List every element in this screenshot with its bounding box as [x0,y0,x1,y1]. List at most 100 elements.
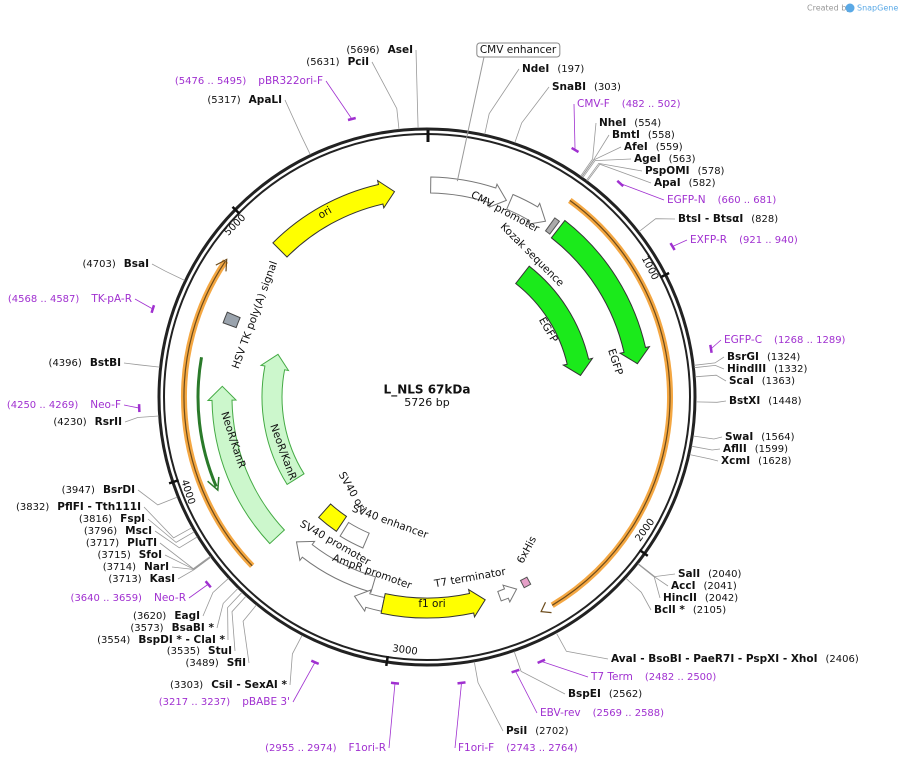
cut-site [123,362,160,368]
cut-site [143,506,193,539]
label-position: (5476 .. 5495) [175,76,247,87]
cut-site [580,122,597,177]
primer [616,179,625,188]
feature [550,219,651,365]
label-position: (2702) [535,726,568,737]
ring-tick [659,271,670,279]
primer-connector [515,670,538,714]
label-name: MscI [125,525,152,537]
label-name: StuI [208,645,232,657]
ring-tick [168,479,179,485]
cut-site [164,554,211,570]
cut-site [625,577,652,611]
feature [430,176,508,208]
label-name: pBABE 3' [242,696,290,708]
feature [272,179,396,258]
label-position: (3573) [130,623,163,634]
label-position: (2955 .. 2974) [265,743,337,754]
label-position: (2562) [609,689,642,700]
feature [514,265,594,377]
feature [317,503,348,532]
label-name: ApaI [654,177,681,189]
label-name: AvaI - BsoBI - PaeR7I - PspXI - XhoI [611,653,818,665]
feature-label: f1 ori [418,598,445,610]
label-name: ApaLI [249,94,282,106]
primer-connector [292,662,316,703]
primer [709,344,713,353]
label-name: F1ori-R [349,742,386,754]
primer [347,116,356,122]
label-name: Neo-R [154,592,186,604]
label-name: PsiI [506,725,527,737]
label-name: AgeI [634,153,661,165]
plasmid-name: L_NLS 67kDa [384,383,471,398]
cut-site [514,86,550,143]
cut-site [124,415,159,423]
cut-site [202,578,229,617]
cut-site [587,163,652,184]
label-position: (3715) [97,550,130,561]
primer [537,658,546,665]
label-name: BstBI [90,357,121,369]
cut-site [371,61,400,130]
label-name: SalI [678,568,700,580]
primer-connector [325,80,353,120]
primer-connector [454,682,462,749]
primer-connector [541,660,589,678]
primer [150,304,156,314]
connector [456,56,485,182]
label-position: (197) [557,64,584,75]
green-line [196,356,218,488]
primer-connector [620,183,665,201]
primer-connector [388,683,396,749]
primer-connector [188,583,209,599]
brand: SnapGene [857,4,898,13]
label-position: (1268 .. 1289) [774,335,846,346]
label-position: (559) [656,142,683,153]
feature-label: EGFP [605,347,625,377]
label-name: FspI [120,513,145,525]
label-name: PflFI - Tth111I [57,501,141,513]
label-position: (582) [689,178,716,189]
primer [570,146,580,154]
label-position: (1332) [774,364,807,375]
feature [544,217,561,235]
label-position: (2040) [708,569,741,580]
cut-site [151,263,185,281]
cut-site [691,445,721,451]
label-position: (3554) [97,635,130,646]
plasmid-size: 5726 bp [404,396,449,409]
label-name: TK-pA-R [90,293,132,305]
label-position: (3717) [86,538,119,549]
feature [353,589,385,613]
cut-site [137,489,178,506]
label-name: SfiI [227,657,246,669]
label-position: (554) [634,118,661,129]
label-position: (482 .. 502) [622,99,681,110]
brand-icon [845,3,855,13]
highlight-arc-core [551,199,671,606]
label-position: (3640 .. 3659) [71,593,143,604]
label-name: BtsI - BtsαI [678,213,743,225]
feature [295,540,377,593]
cut-site [231,595,247,652]
feature [506,193,547,225]
label-position: (1599) [755,444,788,455]
label-position: (1448) [768,396,801,407]
feature-label: HSV TK poly(A) signal [230,260,280,371]
label-position: (3535) [167,646,200,657]
feature [497,584,518,604]
cut-site [694,364,725,370]
cut-site [695,374,727,382]
label-name: EGFP-C [724,334,762,346]
label-position: (828) [751,214,778,225]
label-name: BclI * [654,604,685,616]
feature [380,588,486,619]
label-name: XcmI [721,455,750,467]
cut-site [555,632,609,660]
cut-site [695,400,727,403]
arc-arrowhead [540,601,552,614]
label-position: (3217 .. 3237) [159,697,231,708]
label-name: HincII [663,592,697,604]
